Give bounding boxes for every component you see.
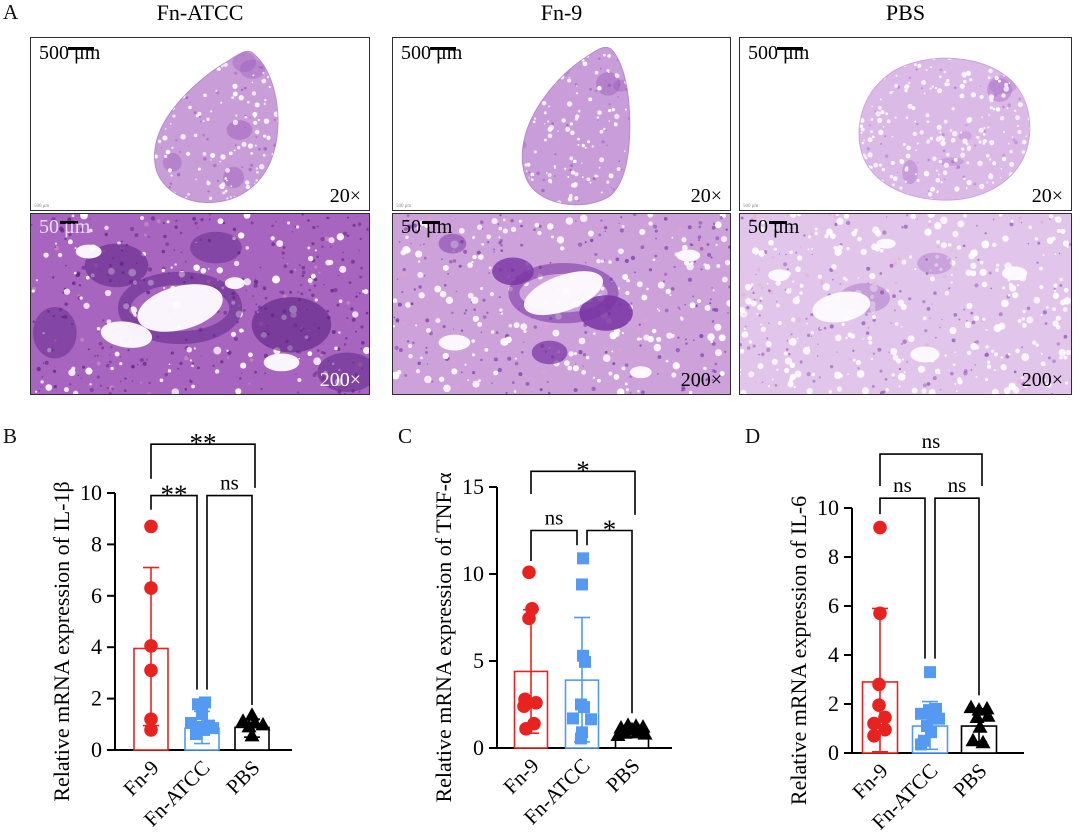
svg-text:4: 4 <box>91 634 102 659</box>
svg-text:Relative mRNA expression of IL: Relative mRNA expression of IL-1β <box>49 481 74 801</box>
panel-d-label: D <box>745 424 761 448</box>
scale-bar-label: 500 μm <box>401 42 463 64</box>
svg-text:6: 6 <box>828 593 839 618</box>
column-title: PBS <box>885 0 926 25</box>
svg-text:PBS: PBS <box>221 756 264 799</box>
lung-tissue-illustration <box>740 214 1071 394</box>
scale-bar-label: 50 μm <box>39 216 91 238</box>
svg-text:Fn-9: Fn-9 <box>499 754 544 799</box>
histology-detail-image: 50 μm 200× <box>739 213 1072 395</box>
scale-bar-line <box>777 47 803 50</box>
lung-section-illustration <box>521 46 631 206</box>
scale-bar-line <box>60 221 78 224</box>
svg-text:ns: ns <box>893 473 912 497</box>
svg-text:Fn-9: Fn-9 <box>119 756 164 801</box>
svg-text:0: 0 <box>91 737 102 762</box>
svg-text:ns: ns <box>545 506 564 530</box>
svg-text:ns: ns <box>220 471 239 495</box>
svg-text:**: ** <box>190 428 217 458</box>
svg-text:PBS: PBS <box>948 759 991 802</box>
embedded-scale-micro-label: 500 μm <box>396 204 412 209</box>
magnification-label: 20× <box>1031 185 1063 207</box>
panel-c-label: C <box>398 424 413 448</box>
lung-tissue-illustration <box>393 214 730 394</box>
chart-il1b: 0 2 4 6 8 10 Relative mRNA expression of IL-1β… <box>0 420 360 833</box>
svg-text:15: 15 <box>462 474 484 499</box>
svg-text:6: 6 <box>91 583 102 608</box>
histology-whole-lung-image: 500 μm 20× 500 μm <box>30 37 370 211</box>
histology-detail-image: 50 μm 200× <box>392 213 731 395</box>
svg-text:PBS: PBS <box>601 754 644 797</box>
svg-text:10: 10 <box>462 561 484 586</box>
histology-whole-lung-image: 500 μm 20× 500 μm <box>392 37 731 211</box>
magnification-label: 200× <box>319 369 361 391</box>
svg-text:Relative mRNA expression of TN: Relative mRNA expression of TNF-α <box>431 472 456 803</box>
histology-column-fn-atcc: Fn-ATCC 500 μm 20× 500 μm 50 μm 200× <box>30 0 370 400</box>
svg-text:*: * <box>603 515 617 545</box>
svg-text:2: 2 <box>828 691 839 716</box>
scale-bar-label: 500 μm <box>748 42 810 64</box>
panel-b-label: B <box>3 424 18 448</box>
lung-section-illustration <box>858 57 1031 201</box>
svg-text:0: 0 <box>828 740 839 765</box>
column-title: Fn-ATCC <box>156 0 244 25</box>
chart-tnfa: 0 5 10 15 Relative mRNA expression of TNF-α F… <box>380 420 740 833</box>
histology-column-fn-9: Fn-9 500 μm 20× 500 μm 50 μm 200× <box>392 0 731 400</box>
svg-text:5: 5 <box>473 648 484 673</box>
magnification-label: 200× <box>680 369 722 391</box>
svg-text:4: 4 <box>828 642 839 667</box>
column-title: Fn-9 <box>540 0 583 25</box>
scale-bar-line <box>430 47 456 50</box>
svg-text:2: 2 <box>91 686 102 711</box>
lung-tissue-illustration <box>31 214 369 394</box>
svg-text:Fn-9: Fn-9 <box>848 759 893 804</box>
scale-bar-label: 50 μm <box>748 216 800 238</box>
svg-text:8: 8 <box>91 531 102 556</box>
histology-whole-lung-image: 500 μm 20× 500 μm <box>739 37 1072 211</box>
svg-text:ns: ns <box>922 429 941 453</box>
scale-bar-line <box>769 221 787 224</box>
magnification-label: 200× <box>1021 369 1063 391</box>
svg-text:10: 10 <box>817 495 839 520</box>
panel-a-label: A <box>3 0 19 24</box>
scale-bar-line <box>68 47 94 50</box>
svg-text:**: ** <box>161 480 188 510</box>
svg-text:ns: ns <box>948 473 967 497</box>
svg-text:10: 10 <box>80 480 102 505</box>
scale-bar-line <box>422 221 440 224</box>
svg-text:0: 0 <box>473 735 484 760</box>
svg-text:*: * <box>576 455 590 485</box>
lung-section-illustration <box>154 50 279 203</box>
magnification-label: 20× <box>329 185 361 207</box>
svg-text:8: 8 <box>828 544 839 569</box>
chart-il6: 0 2 4 6 8 10 Relative mRNA expression of IL-6 F… <box>720 420 1080 833</box>
embedded-scale-micro-label: 500 μm <box>34 204 50 209</box>
embedded-scale-micro-label: 500 μm <box>743 204 759 209</box>
histology-detail-image: 50 μm 200× <box>30 213 370 395</box>
scale-bar-label: 500 μm <box>39 42 101 64</box>
histology-column-pbs: PBS 500 μm 20× 500 μm 50 μm 200× <box>739 0 1072 400</box>
svg-text:Relative mRNA expression of IL: Relative mRNA expression of IL-6 <box>786 496 811 805</box>
magnification-label: 20× <box>690 185 722 207</box>
scale-bar-label: 50 μm <box>401 216 453 238</box>
